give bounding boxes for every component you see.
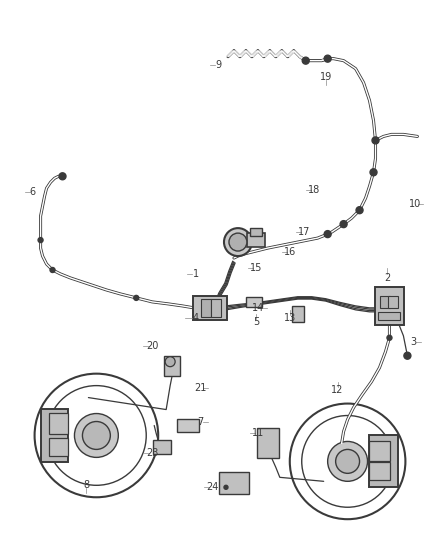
Text: 13: 13 [283,313,295,323]
Circle shape [327,441,367,481]
Text: 20: 20 [146,341,158,351]
Bar [177,418,198,432]
Text: 18: 18 [307,185,319,195]
Text: 19: 19 [319,71,331,82]
Bar [249,228,261,236]
Circle shape [223,228,251,256]
Text: 24: 24 [205,482,218,492]
Bar [291,306,303,322]
Text: 7: 7 [197,416,203,426]
Text: 5: 5 [252,317,258,327]
Circle shape [371,137,378,144]
Bar [245,297,261,307]
Text: 2: 2 [383,273,390,283]
Bar [380,296,389,308]
Text: 11: 11 [251,429,263,439]
Circle shape [50,268,55,272]
Text: 12: 12 [331,385,343,394]
Circle shape [339,221,346,228]
Circle shape [134,295,138,301]
Text: 8: 8 [83,480,89,490]
Bar [164,356,180,376]
Text: 21: 21 [194,383,206,393]
Bar [201,299,211,317]
Bar [246,233,264,247]
Text: 4: 4 [193,313,199,323]
Bar [367,463,389,480]
Bar [367,435,398,487]
Circle shape [403,352,410,359]
Circle shape [74,414,118,457]
Bar [49,413,68,434]
Bar [378,312,399,320]
Circle shape [301,57,308,64]
Bar [40,409,68,463]
Circle shape [386,335,391,340]
Bar [374,287,403,325]
Circle shape [355,207,362,214]
Text: 17: 17 [297,227,309,237]
Circle shape [165,357,175,367]
Bar [256,429,278,458]
Text: 16: 16 [283,247,295,257]
Text: 1: 1 [193,269,199,279]
Text: 9: 9 [215,60,221,70]
Circle shape [223,486,227,489]
Circle shape [323,231,330,238]
Bar [153,440,171,455]
Bar [388,296,398,308]
Circle shape [59,173,66,180]
Circle shape [38,238,43,243]
Bar [367,441,389,462]
Bar [211,299,220,317]
Bar [193,296,226,320]
Text: 14: 14 [251,303,263,313]
Circle shape [369,169,376,176]
Bar [219,472,248,494]
Text: 23: 23 [146,448,158,458]
Text: 6: 6 [29,187,35,197]
Circle shape [229,233,246,251]
Text: 3: 3 [410,337,416,347]
Text: 15: 15 [249,263,261,273]
Text: 10: 10 [408,199,420,209]
Circle shape [323,55,330,62]
Circle shape [82,422,110,449]
Circle shape [335,449,359,473]
Bar [49,439,68,456]
